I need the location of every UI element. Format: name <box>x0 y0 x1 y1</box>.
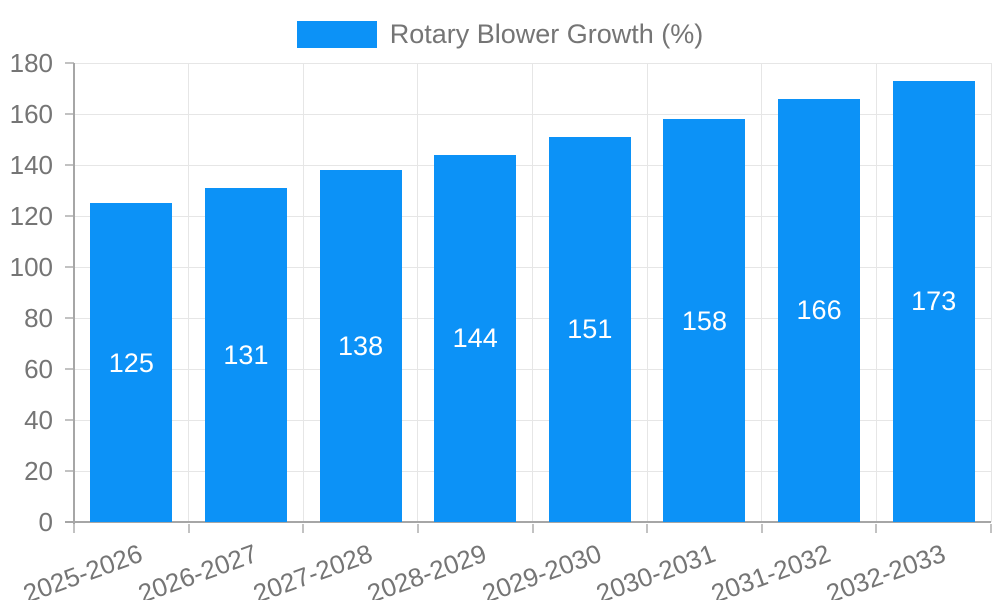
y-tick-label: 140 <box>9 150 53 180</box>
y-tick-label: 0 <box>38 507 53 537</box>
y-tick-label: 20 <box>24 456 53 486</box>
x-gridline <box>990 63 992 522</box>
x-axis-tick <box>875 524 878 533</box>
bar <box>663 119 746 522</box>
bar-value-label: 151 <box>567 314 613 345</box>
x-axis-line <box>65 521 991 523</box>
y-axis-tick <box>65 164 74 166</box>
y-axis-tick <box>65 266 74 268</box>
y-axis-tick <box>65 317 74 319</box>
y-axis-tick <box>65 470 74 472</box>
bar <box>892 80 975 522</box>
x-axis-tick <box>302 524 305 533</box>
bar <box>548 136 631 522</box>
x-gridline <box>761 63 763 522</box>
x-gridline <box>417 63 419 522</box>
y-axis-tick <box>65 368 74 370</box>
y-tick-label: 100 <box>9 252 53 282</box>
y-tick-label: 60 <box>24 354 53 384</box>
x-axis-tick <box>760 524 763 533</box>
y-axis-tick <box>65 62 74 64</box>
bar-value-label: 166 <box>796 295 842 326</box>
y-tick-label: 180 <box>9 48 53 78</box>
x-axis-tick <box>416 524 419 533</box>
bar-value-label: 144 <box>452 323 498 354</box>
bar-value-label: 158 <box>681 305 727 336</box>
bar <box>90 203 173 522</box>
y-tick-label: 80 <box>24 303 53 333</box>
x-axis-tick <box>990 524 992 533</box>
bar <box>319 170 402 522</box>
y-axis-tick <box>65 419 74 421</box>
x-gridline <box>302 63 304 522</box>
y-tick-label: 120 <box>9 201 53 231</box>
y-tick-label: 160 <box>9 99 53 129</box>
bar <box>778 98 861 522</box>
x-gridline <box>532 63 533 522</box>
bar-value-label: 173 <box>911 286 957 317</box>
bar <box>434 154 517 522</box>
bar-value-label: 125 <box>108 347 154 378</box>
legend-swatch <box>296 20 377 48</box>
x-gridline <box>188 63 190 522</box>
x-axis-tick <box>187 524 190 533</box>
bar <box>204 187 287 522</box>
legend: Rotary Blower Growth (%) <box>0 17 1000 51</box>
y-axis-tick <box>65 215 74 217</box>
bar-value-label: 131 <box>223 339 269 370</box>
bar-value-label: 138 <box>338 331 384 362</box>
x-axis-tick <box>646 524 649 533</box>
x-gridline <box>875 63 877 522</box>
y-axis-tick <box>65 113 74 115</box>
y-axis-line <box>73 63 75 524</box>
legend-label: Rotary Blower Growth (%) <box>389 18 704 49</box>
y-tick-label: 40 <box>24 405 53 435</box>
x-axis-tick <box>531 524 534 533</box>
x-axis-tick <box>73 524 75 533</box>
x-gridline <box>646 63 648 522</box>
